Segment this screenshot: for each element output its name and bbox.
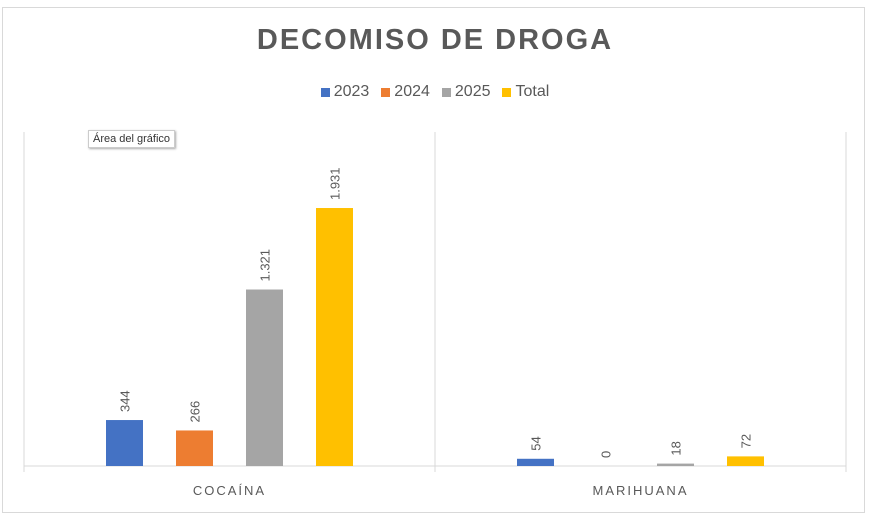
tooltip: Área del gráfico <box>88 130 176 148</box>
legend-swatch <box>381 87 391 97</box>
data-label: 344 <box>118 390 133 412</box>
bar-total-1 <box>727 456 764 466</box>
legend-swatch <box>320 87 330 97</box>
legend: 2023 2024 2025 Total <box>0 83 870 102</box>
bar-2024-0 <box>176 430 213 466</box>
legend-swatch <box>502 87 512 97</box>
legend-item: Total <box>502 83 549 101</box>
legend-item: 2023 <box>320 83 370 101</box>
bar-total-0 <box>316 208 353 466</box>
data-label: 266 <box>188 401 203 423</box>
category-label: COCAÍNA <box>193 483 266 498</box>
legend-label: 2023 <box>333 83 370 100</box>
legend-item: 2024 <box>381 83 430 101</box>
bar-2023-0 <box>106 420 143 466</box>
chart-border <box>2 7 865 513</box>
data-label: 72 <box>739 434 754 448</box>
bar-2025-1 <box>657 463 694 466</box>
bar-2025-0 <box>246 289 283 466</box>
data-label: 0 <box>599 451 614 458</box>
legend-swatch <box>441 87 451 97</box>
legend-label: 2025 <box>454 83 491 100</box>
legend-label: Total <box>515 83 550 100</box>
bar-2023-1 <box>517 458 554 466</box>
data-label: 1.321 <box>258 249 273 282</box>
data-label: 18 <box>669 441 684 455</box>
data-label: 1.931 <box>328 167 343 200</box>
category-label: MARIHUANA <box>592 483 688 498</box>
chart-title: DECOMISO DE DROGA <box>256 24 614 56</box>
legend-item: 2025 <box>441 83 491 101</box>
data-label: 54 <box>529 436 544 450</box>
legend-label: 2024 <box>394 83 430 100</box>
